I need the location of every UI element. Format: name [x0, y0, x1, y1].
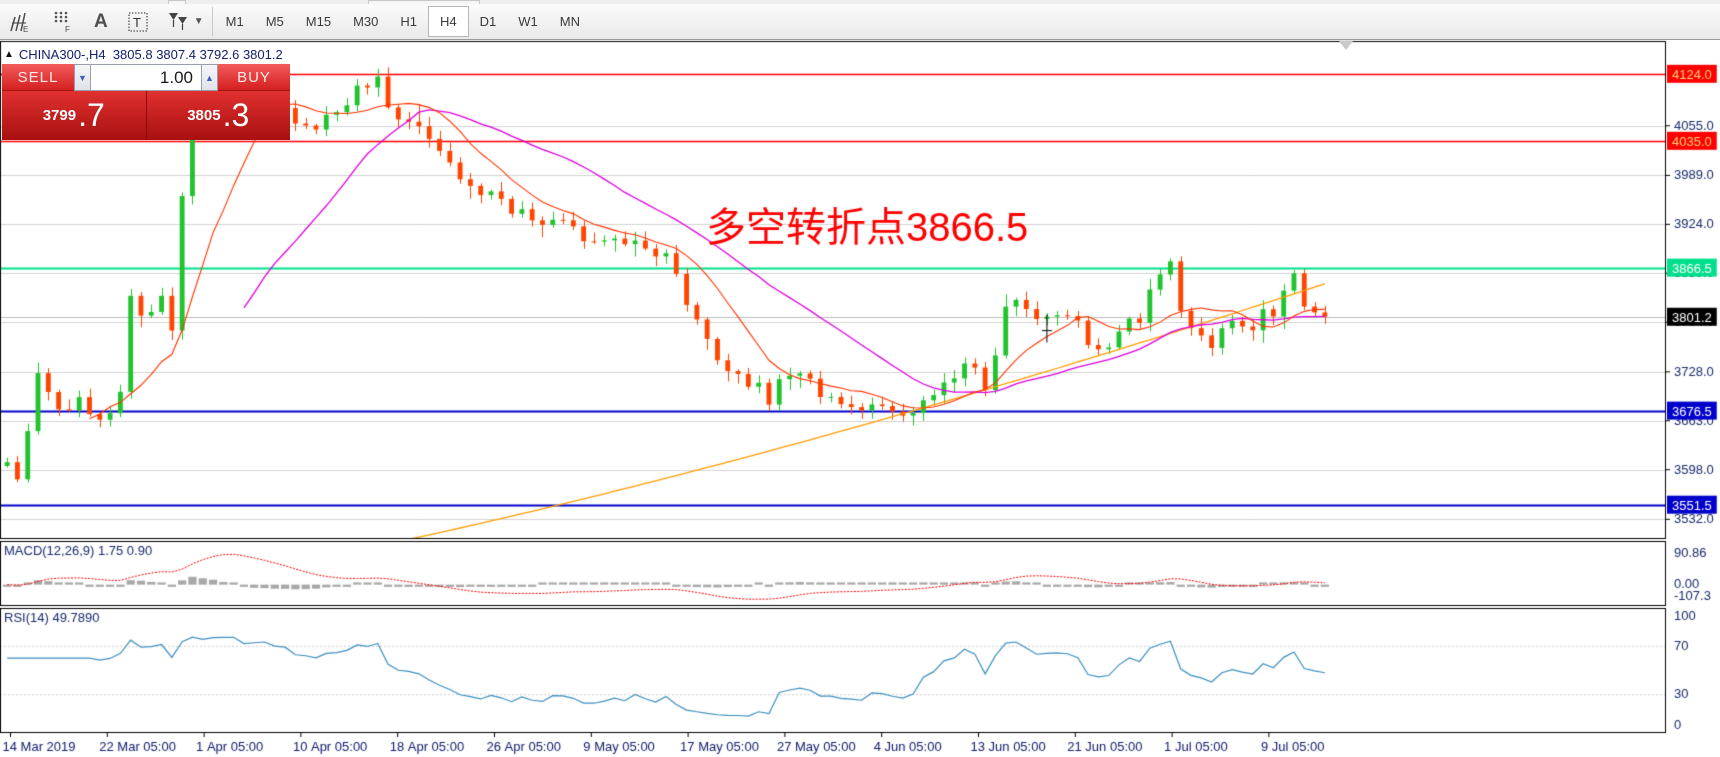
svg-text:F: F: [65, 25, 70, 33]
svg-text:T: T: [133, 15, 141, 30]
svg-text:E: E: [23, 25, 28, 33]
